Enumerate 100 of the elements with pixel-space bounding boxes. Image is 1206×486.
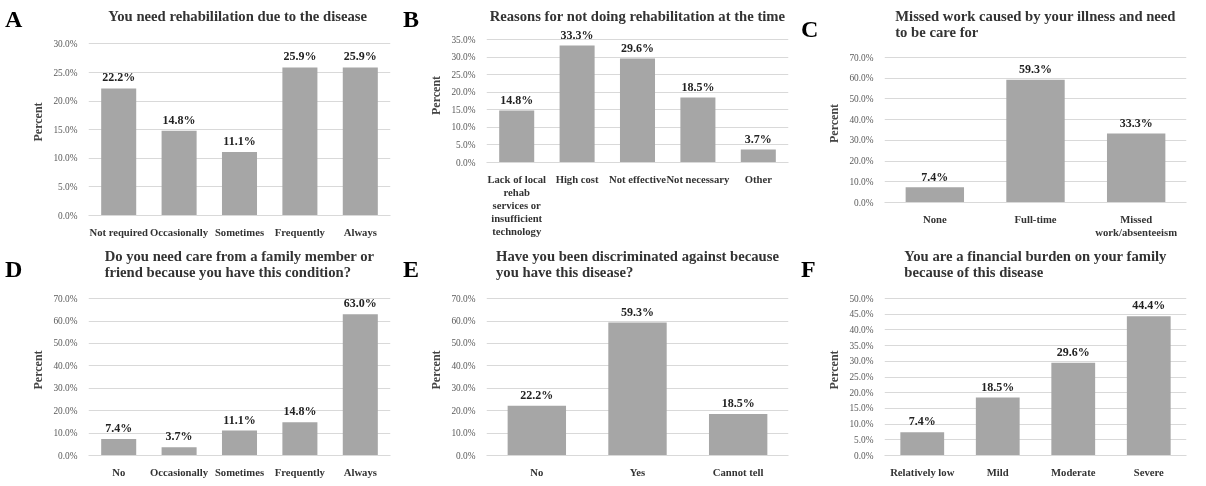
x-tick-label: Frequently xyxy=(274,466,326,478)
data-label: 25.9% xyxy=(283,49,317,64)
y-tick-label: 10.0% xyxy=(849,176,874,187)
y-tick-label: 70.0% xyxy=(451,293,476,304)
y-tick-label: 30.0% xyxy=(451,383,476,394)
y-tick-label: 20.0% xyxy=(849,156,874,167)
x-tick-label: Cannot tell xyxy=(712,466,764,478)
data-label: 22.2% xyxy=(520,387,554,402)
y-tick-label: 15.0% xyxy=(849,403,874,414)
data-label: 33.3% xyxy=(1119,115,1153,130)
data-label: 7.4% xyxy=(921,169,949,184)
bar xyxy=(342,67,378,216)
bar xyxy=(619,58,656,163)
y-tick-label: 50.0% xyxy=(53,338,78,349)
y-axis-title: Percent xyxy=(827,103,842,144)
x-tick-label: Occasionally xyxy=(150,226,209,238)
data-label: 11.1% xyxy=(223,133,256,148)
y-tick-label: 70.0% xyxy=(53,293,78,304)
x-tick-label: Not necessary xyxy=(666,173,731,185)
data-label: 3.7% xyxy=(744,132,772,147)
x-tick-label: Not required xyxy=(89,226,149,238)
bar xyxy=(101,88,137,216)
text: E xyxy=(403,255,420,284)
y-tick-label: 30.0% xyxy=(849,356,874,367)
data-label: 14.8% xyxy=(283,404,317,419)
y-tick-label: 10.0% xyxy=(53,428,78,439)
y-tick-label: 20.0% xyxy=(53,405,78,416)
y-tick-label: 0.0% xyxy=(854,450,874,461)
y-tick-label: 0.0% xyxy=(854,197,874,208)
chart-title: Missed work caused by your illness and need to be care for xyxy=(895,7,1176,40)
y-axis-title: Percent xyxy=(827,350,842,390)
chart-title: You are a financial burden on your family because of this disease xyxy=(904,247,1168,280)
data-label: 59.3% xyxy=(1019,62,1052,77)
x-tick-label: Relatively low xyxy=(890,466,955,478)
y-tick-label: 40.0% xyxy=(849,114,874,125)
y-tick-label: 25.0% xyxy=(451,69,476,80)
y-tick-label: 20.0% xyxy=(451,405,476,416)
y-tick-label: 60.0% xyxy=(849,73,874,84)
y-tick-label: 70.0% xyxy=(849,52,874,63)
y-tick-label: 45.0% xyxy=(849,309,874,320)
x-tick-label: Missed work/absenteeism xyxy=(1095,213,1178,238)
y-tick-label: 10.0% xyxy=(849,419,874,430)
data-label: 18.5% xyxy=(681,80,715,95)
y-tick-label: 0.0% xyxy=(58,210,78,221)
y-tick-label: 30.0% xyxy=(451,52,476,63)
y-tick-label: 30.0% xyxy=(53,383,78,394)
x-tick-label: Sometimes xyxy=(214,226,265,238)
data-label: 44.4% xyxy=(1132,298,1166,313)
data-label: 18.5% xyxy=(721,396,755,411)
x-tick-label: Frequently xyxy=(274,226,326,238)
y-tick-label: 30.0% xyxy=(53,38,78,49)
data-label: 14.8% xyxy=(500,93,534,108)
bar xyxy=(161,130,197,216)
x-tick-label: Not effective xyxy=(608,173,667,185)
y-tick-label: 60.0% xyxy=(451,316,476,327)
y-tick-label: 15.0% xyxy=(451,104,476,115)
y-tick-label: 0.0% xyxy=(456,157,476,168)
x-tick-label: Always xyxy=(343,226,377,238)
x-tick-label: Moderate xyxy=(1051,466,1096,478)
y-tick-label: 25.0% xyxy=(849,372,874,383)
bar xyxy=(1106,133,1166,203)
y-tick-label: 20.0% xyxy=(849,387,874,398)
text: C xyxy=(801,15,819,44)
bar xyxy=(499,110,535,163)
bar xyxy=(559,45,595,163)
text: B xyxy=(403,5,420,34)
x-tick-label: Lack of local rehab services or insufficient technology xyxy=(487,173,547,238)
bar xyxy=(161,447,197,456)
y-tick-label: 5.0% xyxy=(854,434,874,445)
y-tick-label: 15.0% xyxy=(53,124,78,135)
x-tick-label: Severe xyxy=(1133,466,1165,478)
bar xyxy=(680,97,716,163)
chart-title: Do you need care from a family member or friend because you have this condition? xyxy=(104,247,375,280)
chart-title: Have you been discriminated against because you have this disease? xyxy=(496,247,780,280)
bar xyxy=(221,430,258,456)
chart-title: You need rehabililation due to the disease xyxy=(108,7,368,24)
x-tick-label: Occasionally xyxy=(150,466,209,478)
y-tick-label: 30.0% xyxy=(849,135,874,146)
y-tick-label: 50.0% xyxy=(849,93,874,104)
bar xyxy=(1051,362,1096,456)
x-tick-label: No xyxy=(530,466,544,478)
bar xyxy=(708,414,768,456)
data-label: 14.8% xyxy=(162,112,196,127)
x-tick-label: Yes xyxy=(629,466,646,478)
y-tick-label: 20.0% xyxy=(451,87,476,98)
y-tick-label: 50.0% xyxy=(451,338,476,349)
bar xyxy=(905,187,965,203)
y-axis-title: Percent xyxy=(31,102,46,142)
data-label: 11.1% xyxy=(223,412,256,427)
y-tick-label: 40.0% xyxy=(53,360,78,371)
data-label: 7.4% xyxy=(105,420,133,435)
y-tick-label: 25.0% xyxy=(53,67,78,78)
x-tick-label: No xyxy=(112,466,126,478)
data-label: 25.9% xyxy=(343,49,377,64)
y-tick-label: 60.0% xyxy=(53,316,78,327)
y-axis-title: Percent xyxy=(429,75,444,116)
y-tick-label: 0.0% xyxy=(456,450,476,461)
data-label: 7.4% xyxy=(908,414,936,429)
x-tick-label: Always xyxy=(343,466,377,478)
text: A xyxy=(5,5,23,34)
